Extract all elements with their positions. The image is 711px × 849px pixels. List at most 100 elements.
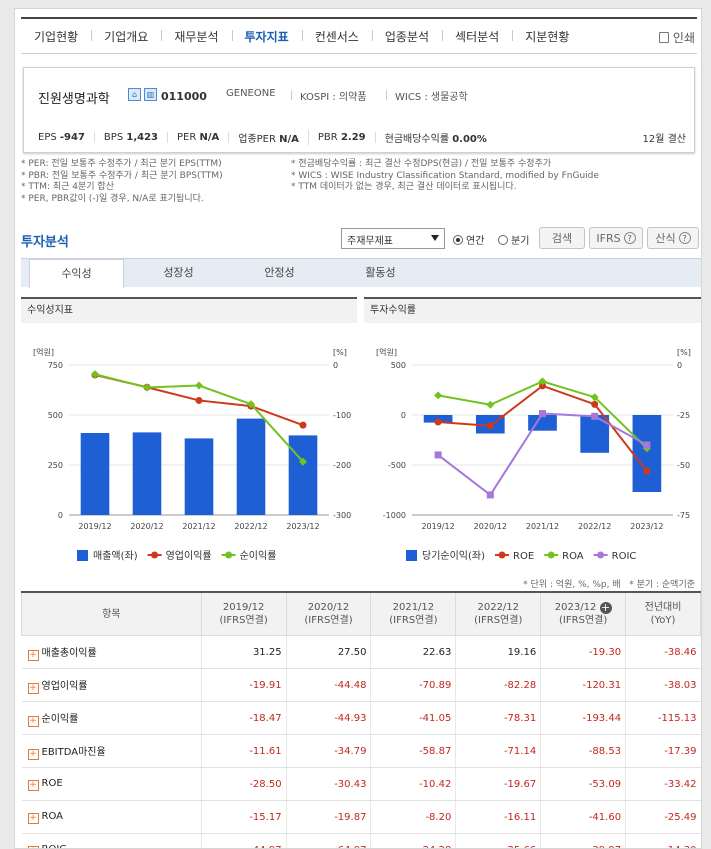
expand-plus-icon[interactable]: + <box>28 716 39 727</box>
row-label[interactable]: +EBITDA마진율 <box>22 735 202 768</box>
expand-plus-icon[interactable]: + <box>28 650 39 661</box>
y-tick-label-left: 0 <box>401 411 406 420</box>
legend-marker <box>225 552 232 559</box>
y-tick-label-right: -300 <box>333 511 351 520</box>
row-label-text: 매출총이익률 <box>42 648 97 659</box>
row-label-text: ROIC <box>42 844 67 849</box>
table-cell: -19.87 <box>286 801 371 834</box>
table-cell: -18.47 <box>201 702 286 735</box>
radio-quarter[interactable]: 분기 <box>498 232 529 247</box>
tab-activity[interactable]: 활동성 <box>334 259 427 287</box>
table-header-row: 항목 2019/12(IFRS연결) 2020/12(IFRS연결) 2021/… <box>22 592 701 636</box>
table-row: +ROA-15.17-19.87-8.20-16.11-41.60-25.49 <box>22 801 701 834</box>
row-label[interactable]: +매출총이익률 <box>22 636 202 669</box>
company-eng-name: GENEONE <box>226 88 276 99</box>
table-cell: -25.49 <box>626 801 701 834</box>
series-point <box>643 441 650 448</box>
statement-select[interactable]: 주재무제표 <box>341 228 445 249</box>
series-point <box>487 491 494 498</box>
note-line: * TTM 데이터가 없는 경우, 최근 결산 데이터로 표시됩니다. <box>291 182 599 194</box>
formula-button[interactable]: 산식 ? <box>647 227 699 249</box>
table-cell: 22.63 <box>371 636 456 669</box>
table-cell: -16.11 <box>456 801 541 834</box>
company-summary: 진원생명과학 ⌂ ▥ 011000 GENEONE KOSPI : 의약품 WI… <box>23 67 695 153</box>
table-row: +순이익률-18.47-44.93-41.05-78.31-193.44-115… <box>22 702 701 735</box>
table-cell: -19.30 <box>541 636 626 669</box>
table-row: +영업이익률-19.91-44.48-70.89-82.28-120.31-38… <box>22 669 701 702</box>
y-tick-label-right: -25 <box>677 411 690 420</box>
expand-plus-icon[interactable]: + <box>28 780 39 791</box>
y-tick-label-right: -200 <box>333 461 351 470</box>
nav-item-company-status[interactable]: 기업현황 <box>21 28 91 45</box>
tab-profitability[interactable]: 수익성 <box>29 259 124 288</box>
series-point <box>486 401 494 409</box>
help-icon: ? <box>624 232 636 244</box>
nav-item-company-overview[interactable]: 기업개요 <box>91 28 161 45</box>
building-icon[interactable]: ▥ <box>144 88 157 101</box>
nav-item-sector-analysis[interactable]: 섹터분석 <box>442 28 512 45</box>
radio-annual[interactable]: 연간 <box>453 232 484 247</box>
legend-label: 당기순이익(좌) <box>422 550 485 562</box>
section-title: 투자분석 <box>21 231 69 250</box>
nav-item-financial-analysis[interactable]: 재무분석 <box>161 28 231 45</box>
stat-eps: EPS -947 <box>38 132 95 143</box>
y-tick-label-left: 500 <box>391 361 406 370</box>
table-cell: -38.03 <box>626 669 701 702</box>
expand-plus-icon[interactable]: + <box>28 813 39 824</box>
print-label: 인쇄 <box>673 29 695 46</box>
unit-note: * 단위 : 억원, %, %p, 배 * 분기 : 순액기준 <box>523 577 695 590</box>
table-cell: -71.14 <box>456 735 541 768</box>
radio-annual-label: 연간 <box>466 232 484 247</box>
note-line: * PER: 전일 보통주 수정주가 / 최근 분기 EPS(TTM) <box>21 159 223 171</box>
formula-label: 산식 <box>655 230 675 246</box>
table-cell: -11.61 <box>201 735 286 768</box>
row-label[interactable]: +ROE <box>22 768 202 801</box>
expand-plus-icon[interactable]: + <box>28 683 39 694</box>
note-line: * PER, PBR값이 (-)일 경우, N/A로 표기됩니다. <box>21 194 223 206</box>
table-cell: -19.91 <box>201 669 286 702</box>
note-line: * TTM: 최근 4분기 합산 <box>21 182 223 194</box>
legend-marker <box>548 552 555 559</box>
expand-plus-icon[interactable]: + <box>600 602 612 614</box>
header-col: 전년대비(YoY) <box>626 592 701 636</box>
print-button[interactable]: 인쇄 <box>659 29 695 46</box>
stat-pbr: PBR 2.29 <box>318 132 376 143</box>
nav-item-shareholding[interactable]: 지분현황 <box>512 28 582 45</box>
expand-plus-icon[interactable]: + <box>28 749 39 760</box>
expand-plus-icon[interactable]: + <box>28 846 39 849</box>
home-icon[interactable]: ⌂ <box>128 88 141 101</box>
legend-label: 순이익률 <box>240 550 277 562</box>
series-point <box>591 413 598 420</box>
wics-info: WICS : 생물공학 <box>395 88 468 103</box>
row-label[interactable]: +순이익률 <box>22 702 202 735</box>
stats-row: EPS -947 BPS 1,423 PER N/A 업종PER N/A PBR… <box>38 130 505 145</box>
y-axis-label-right: [%] <box>677 348 691 357</box>
radio-quarter-label: 분기 <box>511 232 529 247</box>
x-tick-label: 2020/12 <box>474 522 507 531</box>
y-tick-label-left: 750 <box>48 361 63 370</box>
top-nav: 기업현황 기업개요 재무분석 투자지표 컨센서스 업종분석 섹터분석 지분현황 … <box>21 17 697 54</box>
search-button[interactable]: 검색 <box>539 227 585 249</box>
header-col: 2022/12(IFRS연결) <box>456 592 541 636</box>
legend-swatch <box>77 550 88 561</box>
table-cell: -33.42 <box>626 768 701 801</box>
stock-code: 011000 <box>161 90 207 103</box>
nav-item-industry-analysis[interactable]: 업종분석 <box>372 28 442 45</box>
legend-label: 영업이익률 <box>166 549 212 562</box>
nav-item-consensus[interactable]: 컨센서스 <box>302 28 372 45</box>
y-tick-label-left: -1000 <box>383 511 406 520</box>
table-cell: -17.39 <box>626 735 701 768</box>
x-tick-label: 2021/12 <box>182 522 215 531</box>
header-item: 항목 <box>22 592 202 636</box>
tab-growth[interactable]: 성장성 <box>132 259 225 287</box>
row-label-text: 영업이익률 <box>42 681 88 692</box>
table-cell: -44.93 <box>286 702 371 735</box>
row-label[interactable]: +ROA <box>22 801 202 834</box>
row-label[interactable]: +영업이익률 <box>22 669 202 702</box>
stat-bps: BPS 1,423 <box>104 132 168 143</box>
ifrs-button[interactable]: IFRS ? <box>589 227 643 249</box>
table-cell: -30.43 <box>286 768 371 801</box>
tab-stability[interactable]: 안정성 <box>233 259 326 287</box>
nav-item-investment-indicators[interactable]: 투자지표 <box>232 28 302 45</box>
